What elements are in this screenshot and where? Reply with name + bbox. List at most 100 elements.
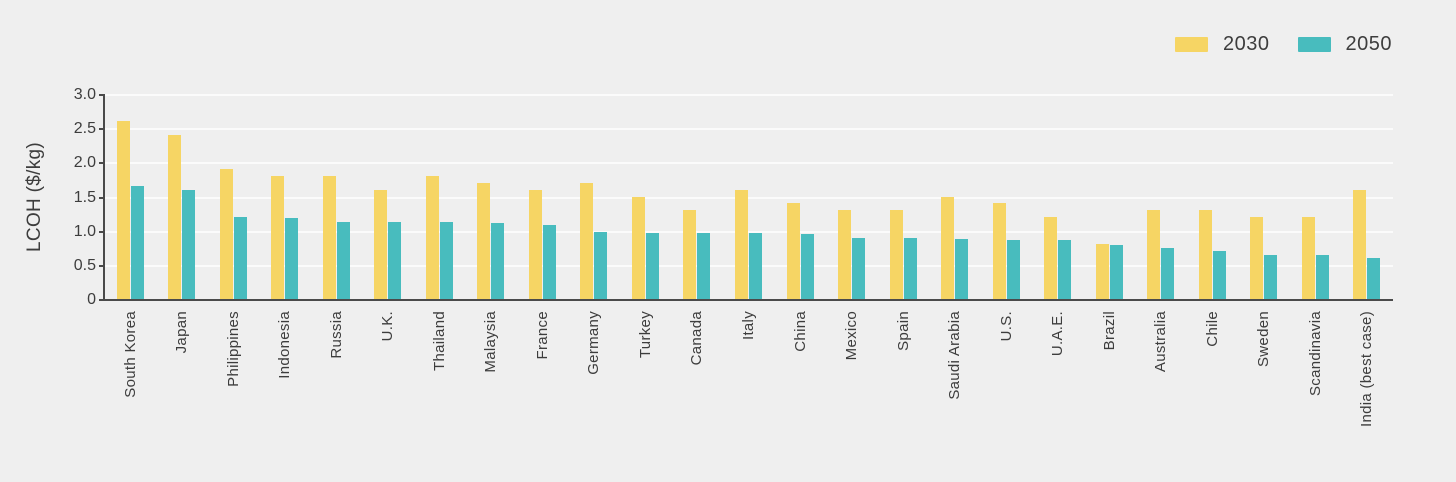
x-label-india-best-case: India (best case) [1358,311,1376,427]
y-tick-label-0: 0 [87,291,96,308]
bar-2050-saudi-arabia [955,238,969,299]
bar-2030-indonesia [271,176,285,299]
bar-2030-australia [1147,210,1161,299]
bar-2030-italy [735,189,748,299]
x-label-mexico: Mexico [843,311,861,361]
bar-2050-japan [182,189,196,299]
bar-2030-turkey [631,196,645,299]
x-label-russia: Russia [327,311,345,359]
y-tick-mark-0 [99,299,105,301]
y-tick-mark-3.0 [99,94,105,96]
y-tick-label-1.5: 1.5 [73,188,96,206]
x-label-u-a-e: U.A.E. [1049,311,1067,357]
y-tick-label-1.0: 1.0 [73,222,96,240]
x-label-u-s: U.S. [997,311,1015,342]
bar-2030-u-s [992,203,1006,299]
x-label-philippines: Philippines [224,311,242,387]
gridline-2.5 [105,128,1393,131]
x-label-turkey: Turkey [636,311,654,359]
bar-2030-philippines [219,169,233,299]
y-axis-line [103,95,105,301]
bar-2030-mexico [838,210,852,299]
bar-2050-mexico [852,237,866,299]
x-label-italy: Italy [740,311,757,341]
gridline-3.0 [105,94,1393,96]
bar-2050-philippines [233,217,247,299]
y-tick-mark-1.0 [99,230,105,233]
bar-2030-brazil [1095,244,1109,299]
x-label-canada: Canada [688,311,706,366]
chart-legend: 2030 2050 [1175,33,1392,56]
x-label-china: China [791,311,809,352]
x-label-indonesia: Indonesia [276,311,294,379]
x-label-south-korea: South Korea [121,311,139,398]
bar-2050-malaysia [491,223,505,299]
x-label-scandinavia: Scandinavia [1306,311,1324,397]
bar-2050-india-best-case [1367,258,1381,299]
y-tick-label-0.5: 0.5 [73,256,96,274]
bar-2030-germany [580,182,594,299]
y-tick-mark-2.5 [99,128,105,131]
bar-2050-south-korea [130,186,144,299]
bar-2030-south-korea [116,121,130,299]
legend-swatch-2050 [1297,37,1331,52]
legend-item-2050: 2050 [1297,33,1393,56]
gridline-1.0 [105,230,1393,233]
x-axis-line [103,299,1393,301]
x-label-spain: Spain [894,311,912,351]
x-label-chile: Chile [1203,311,1221,347]
legend-label-2030: 2030 [1223,33,1270,55]
bar-2030-france [528,189,542,299]
bar-2050-sweden [1264,254,1278,299]
bar-2030-india-best-case [1353,189,1367,299]
bar-2030-u-k [374,189,388,299]
bar-2050-france [542,224,556,299]
legend-swatch-2030 [1175,37,1208,52]
bar-2050-brazil [1109,245,1123,299]
bar-2050-turkey [645,232,659,299]
bar-2030-canada [683,210,697,299]
bar-2030-thailand [425,176,439,299]
bar-2050-u-k [388,222,402,299]
y-axis-title: LCOH ($/kg) [24,142,45,252]
y-tick-mark-0.5 [99,264,105,267]
legend-label-2050: 2050 [1345,33,1392,55]
bar-2050-canada [697,232,711,299]
x-label-japan: Japan [173,311,191,354]
bar-2050-spain [903,238,917,299]
bar-2030-malaysia [477,182,491,299]
bar-2030-china [786,203,800,299]
gridline-2.0 [105,162,1393,165]
x-label-australia: Australia [1152,311,1170,373]
bar-2050-russia [336,222,350,299]
bar-2050-chile [1212,251,1226,299]
bar-2030-scandinavia [1301,217,1315,299]
gridline-1.5 [105,196,1393,199]
y-tick-label-2.0: 2.0 [73,154,96,172]
bar-2050-indonesia [285,218,299,299]
y-tick-mark-1.5 [99,196,105,199]
x-label-thailand: Thailand [430,311,448,371]
x-label-malaysia: Malaysia [482,311,500,373]
bar-2050-thailand [439,222,453,299]
bar-2030-sweden [1250,217,1264,299]
bar-2030-russia [322,176,336,299]
y-tick-label-3.0: 3.0 [73,86,96,103]
x-label-brazil: Brazil [1100,311,1118,351]
y-tick-label-2.5: 2.5 [73,120,96,138]
bar-2030-spain [889,210,903,299]
x-label-germany: Germany [585,311,603,375]
bar-2030-japan [168,135,182,299]
bar-2030-u-a-e [1044,217,1058,299]
bar-2050-germany [594,232,608,299]
bar-2050-u-a-e [1058,239,1072,299]
legend-item-2030: 2030 [1175,33,1270,56]
bar-2050-scandinavia [1315,254,1329,299]
bar-2050-italy [749,233,762,299]
bar-2030-chile [1198,210,1212,299]
bar-2030-saudi-arabia [941,196,955,299]
y-tick-mark-2.0 [99,162,105,165]
x-label-u-k: U.K. [379,311,397,342]
bar-2050-australia [1161,248,1175,299]
